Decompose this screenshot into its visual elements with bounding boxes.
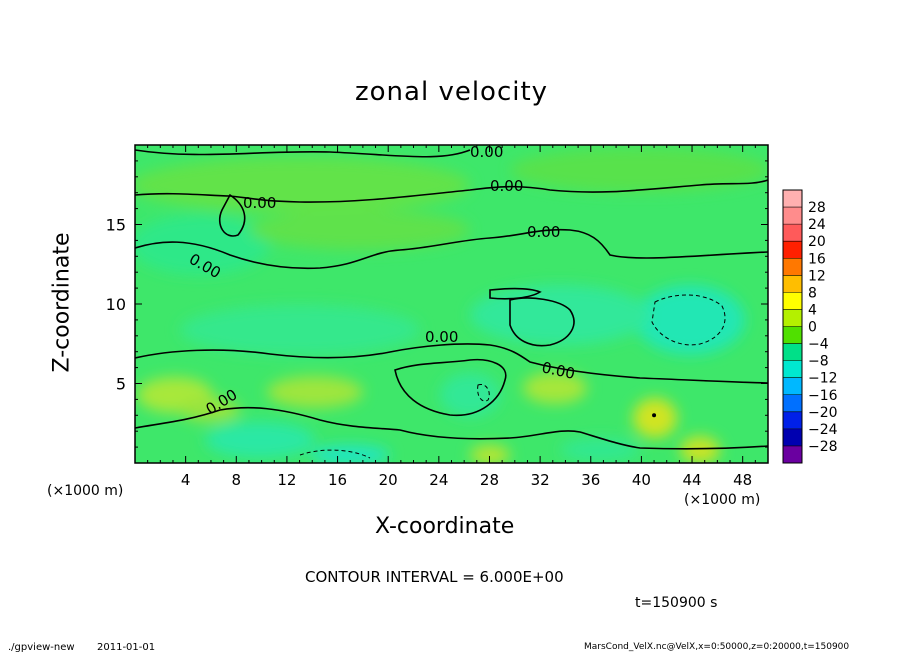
colorbar-band (783, 190, 802, 208)
colorbar-label: 8 (808, 285, 817, 301)
colorbar-label: 4 (808, 302, 817, 318)
x-tick-label: 12 (277, 471, 296, 489)
x-tick-label: 24 (429, 471, 448, 489)
contour-label: 0.00 (470, 143, 503, 161)
colorbar-label: −28 (808, 439, 838, 455)
colorbar-label: 0 (808, 320, 817, 336)
y-tick-label: 10 (106, 295, 126, 314)
colorbar-band (783, 207, 802, 225)
colorbar-band (783, 241, 802, 259)
colorbar-label: −20 (808, 405, 838, 421)
colorbar-band (783, 292, 802, 310)
x-tick-label: 20 (379, 471, 398, 489)
colorbar-label: −4 (808, 337, 829, 353)
colorbar-label: −16 (808, 388, 838, 404)
extremum-marker (652, 413, 657, 418)
chart-title: zonal velocity (355, 77, 549, 107)
contour-label: 0.00 (425, 328, 458, 346)
y-axis: 5 10 15 (106, 160, 768, 448)
x-tick-label: 48 (733, 471, 752, 489)
x-tick-label: 40 (632, 471, 651, 489)
x-tick-label: 8 (232, 471, 242, 489)
y-tick-label: 15 (106, 216, 126, 235)
contour-interval: CONTOUR INTERVAL = 6.000E+00 (305, 568, 564, 586)
colorbar-band (783, 394, 802, 412)
x-tick-label: 44 (682, 471, 701, 489)
contour-lines (135, 149, 768, 450)
colorbar-label: 16 (808, 251, 826, 267)
colorbar-label: −8 (808, 354, 829, 370)
colorbar-label: 28 (808, 200, 826, 216)
colorbar-band (783, 428, 802, 446)
colorbar-band (783, 309, 802, 327)
x-tick-label: 16 (328, 471, 347, 489)
contour-label: 0.00 (243, 194, 276, 212)
x-unit-left: (×1000 m) (47, 483, 124, 499)
colorbar-label: −24 (808, 422, 838, 438)
contour-label: 0.00 (527, 223, 560, 241)
colorbar-label: 24 (808, 217, 826, 233)
colorbar-label: −12 (808, 371, 838, 387)
colorbar-band (783, 360, 802, 378)
colorbar-band (783, 377, 802, 395)
colorbar-band (783, 275, 802, 293)
colorbar-band (783, 258, 802, 276)
colorbar-band (783, 343, 802, 361)
x-tick-label: 4 (181, 471, 191, 489)
x-axis: 4 8 12 16 20 24 28 32 36 40 44 48 (147, 145, 756, 489)
contour-label: 0.00 (490, 177, 523, 195)
program-name: ./gpview-new (8, 642, 75, 653)
x-tick-label: 32 (531, 471, 550, 489)
colorbar-band (783, 224, 802, 242)
y-axis-label: Z-coordinate (49, 232, 75, 373)
y-tick-label: 5 (116, 375, 126, 394)
dashed-contours (299, 294, 726, 459)
colorbar-band (783, 411, 802, 429)
time-label: t=150900 s (635, 595, 718, 611)
colorbar-label: 12 (808, 268, 826, 284)
plot-area: 0.00 0.00 0.00 0.00 0.00 0.00 0.00 0.00 (135, 143, 768, 463)
x-tick-label: 36 (581, 471, 600, 489)
colorbar-band (783, 326, 802, 344)
x-tick-label: 28 (480, 471, 499, 489)
source-label: MarsCond_VelX.nc@VelX,x=0:50000,z=0:2000… (584, 642, 850, 652)
colorbar-label: 20 (808, 234, 826, 250)
x-unit-right: (×1000 m) (684, 492, 761, 508)
date-label: 2011-01-01 (97, 642, 156, 653)
colorbar-band (783, 445, 802, 463)
x-axis-label: X-coordinate (375, 514, 515, 539)
